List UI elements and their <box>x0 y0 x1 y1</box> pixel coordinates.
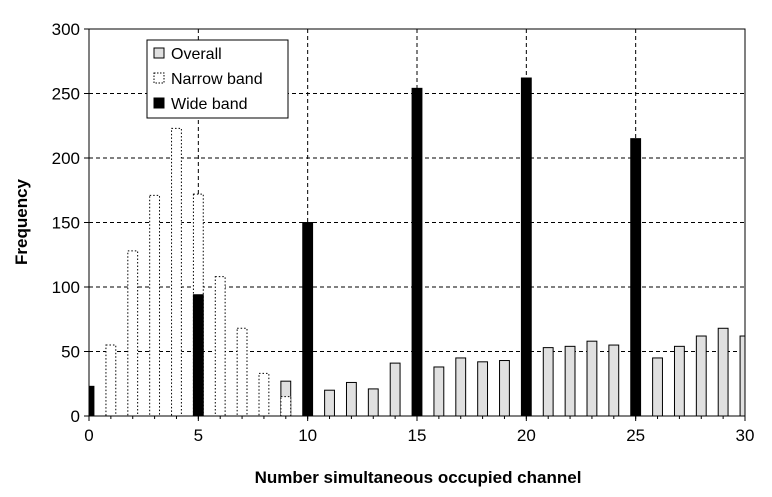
bar-narrow-band <box>105 344 117 417</box>
y-tick-label: 0 <box>71 407 80 426</box>
y-tick-label: 200 <box>52 149 80 168</box>
bar-overall <box>499 360 510 417</box>
bar-overall <box>673 345 685 417</box>
bar-narrow-band <box>258 372 270 417</box>
bar-overall <box>608 344 620 417</box>
bar-overall <box>455 357 467 417</box>
y-tick-label: 150 <box>52 214 80 233</box>
x-tick-label: 20 <box>517 426 536 445</box>
bar-overall <box>542 347 554 417</box>
y-tick-label: 100 <box>52 278 80 297</box>
bar-wide-band <box>630 138 642 417</box>
x-tick-label: 0 <box>84 426 93 445</box>
bar-wide-band <box>520 77 532 417</box>
bar-narrow-band <box>171 127 182 417</box>
bar-narrow-band <box>127 250 139 417</box>
legend-label-narrow-band: Narrow band <box>171 71 263 88</box>
y-tick-label: 250 <box>52 85 80 104</box>
legend-swatch-narrow-band <box>153 72 165 84</box>
axes <box>84 28 746 421</box>
bar-narrow-band <box>214 276 226 417</box>
bar-overall <box>564 345 576 417</box>
x-tick-label: 25 <box>626 426 645 445</box>
bar-overall <box>367 388 379 417</box>
bar-overall <box>586 340 598 417</box>
y-axis-title: Frequency <box>12 178 31 265</box>
x-tick-label: 10 <box>298 426 317 445</box>
bar-overall <box>695 335 707 417</box>
legend-swatch-overall <box>153 47 165 59</box>
y-tick-label: 300 <box>52 20 80 39</box>
bar-wide-band <box>192 294 204 417</box>
bar-overall <box>345 381 357 417</box>
legend-box <box>146 39 289 119</box>
bar-wide-band <box>88 385 95 417</box>
bar-overall <box>477 361 489 417</box>
bar-overall <box>652 357 663 417</box>
legend-label-overall: Overall <box>171 46 222 63</box>
legend-label-wide-band: Wide band <box>171 96 248 113</box>
x-tick-label: 15 <box>408 426 427 445</box>
bar-overall <box>389 362 401 417</box>
bar-overall <box>739 335 746 417</box>
bar-overall <box>433 366 445 417</box>
bar-narrow-band <box>280 396 292 417</box>
bar-overall <box>324 389 335 417</box>
y-tick-label: 50 <box>61 343 80 362</box>
bars <box>88 77 746 417</box>
bar-narrow-band <box>236 327 248 417</box>
x-tick-label: 30 <box>736 426 755 445</box>
bar-wide-band <box>302 222 314 417</box>
legend: Overall Narrow band Wide band <box>146 39 289 119</box>
tick-labels: 0 50 100 150 200 250 300 0 5 10 15 20 25 30 <box>52 20 755 445</box>
bar-wide-band <box>411 87 423 417</box>
x-tick-label: 5 <box>194 426 203 445</box>
x-axis-title: Number simultaneous occupied channel <box>255 468 582 487</box>
plot-frame <box>88 28 746 417</box>
bar-overall <box>717 327 729 417</box>
bar-narrow-band <box>149 194 161 417</box>
legend-swatch-wide-band <box>153 97 165 109</box>
